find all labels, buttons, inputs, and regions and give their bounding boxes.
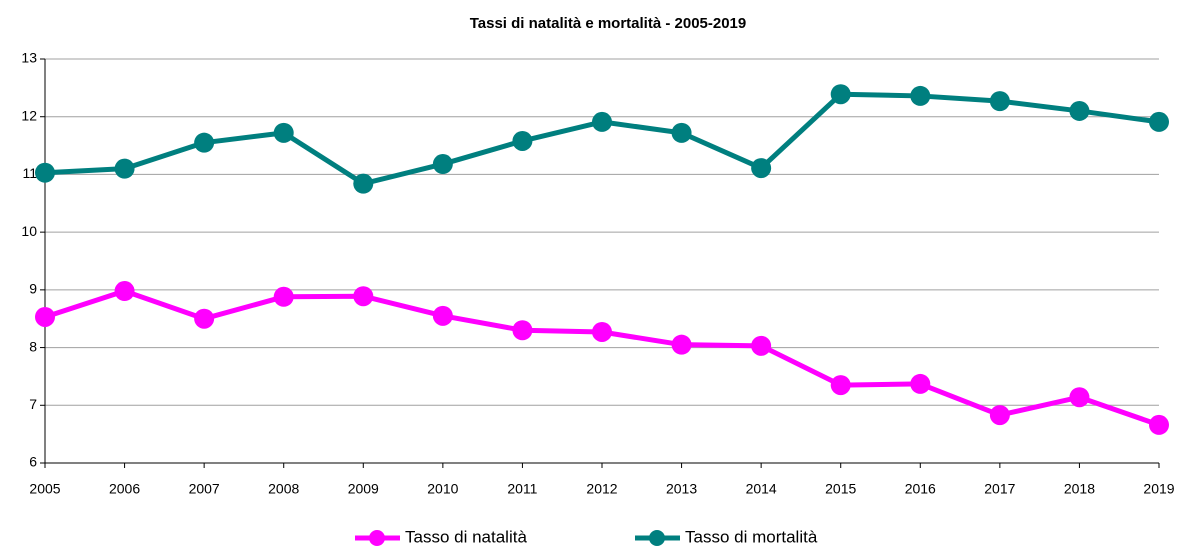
- data-point: [592, 321, 612, 342]
- data-point: [910, 373, 931, 394]
- data-point: [830, 375, 851, 396]
- legend-label: Tasso di mortalità: [685, 527, 818, 546]
- x-tick-label: 2016: [905, 481, 936, 497]
- x-tick-label: 2017: [984, 481, 1015, 497]
- x-tick-label: 2005: [29, 481, 60, 497]
- legend-marker: [649, 530, 665, 546]
- data-point: [273, 122, 294, 143]
- data-point: [114, 281, 135, 302]
- x-tick-label: 2015: [825, 481, 856, 497]
- x-tick-label: 2012: [586, 481, 617, 497]
- legend-marker: [369, 530, 385, 546]
- x-tick-label: 2018: [1064, 481, 1095, 497]
- data-point: [194, 132, 215, 153]
- data-point: [1149, 414, 1169, 435]
- data-point: [512, 130, 533, 151]
- x-tick-label: 2013: [666, 481, 697, 497]
- data-point: [1069, 100, 1090, 121]
- data-point: [751, 335, 772, 356]
- legend-label: Tasso di natalità: [405, 527, 527, 546]
- data-point: [671, 334, 692, 355]
- x-tick-label: 2010: [427, 481, 458, 497]
- data-point: [114, 158, 135, 179]
- chart-title: Tassi di natalità e mortalità - 2005-201…: [470, 15, 747, 32]
- y-tick-label: 12: [21, 107, 37, 123]
- y-tick-label: 13: [21, 50, 37, 66]
- data-point: [194, 308, 215, 329]
- x-tick-label: 2011: [507, 481, 537, 497]
- data-point: [1149, 111, 1169, 132]
- data-point: [512, 320, 533, 341]
- y-tick-label: 9: [29, 281, 37, 297]
- y-tick-label: 8: [29, 338, 37, 354]
- data-point: [273, 286, 294, 307]
- data-point: [1069, 387, 1090, 408]
- data-point: [751, 158, 772, 179]
- data-point: [35, 306, 55, 327]
- data-point: [35, 162, 55, 183]
- data-point: [353, 286, 374, 307]
- y-tick-label: 10: [21, 223, 37, 239]
- data-point: [671, 122, 692, 143]
- data-point: [989, 405, 1010, 426]
- y-tick-label: 7: [29, 396, 37, 412]
- x-tick-label: 2014: [746, 481, 777, 497]
- x-tick-label: 2008: [268, 481, 299, 497]
- data-point: [353, 173, 374, 194]
- x-tick-label: 2007: [189, 481, 220, 497]
- data-point: [910, 85, 931, 106]
- x-tick-label: 2006: [109, 481, 140, 497]
- y-tick-label: 6: [29, 454, 37, 470]
- data-point: [592, 111, 612, 132]
- data-point: [989, 91, 1010, 112]
- data-point: [432, 154, 453, 175]
- data-point: [432, 305, 453, 326]
- data-point: [830, 84, 851, 105]
- x-tick-label: 2009: [348, 481, 379, 497]
- x-tick-label: 2019: [1143, 481, 1174, 497]
- y-tick-label: 11: [22, 165, 37, 181]
